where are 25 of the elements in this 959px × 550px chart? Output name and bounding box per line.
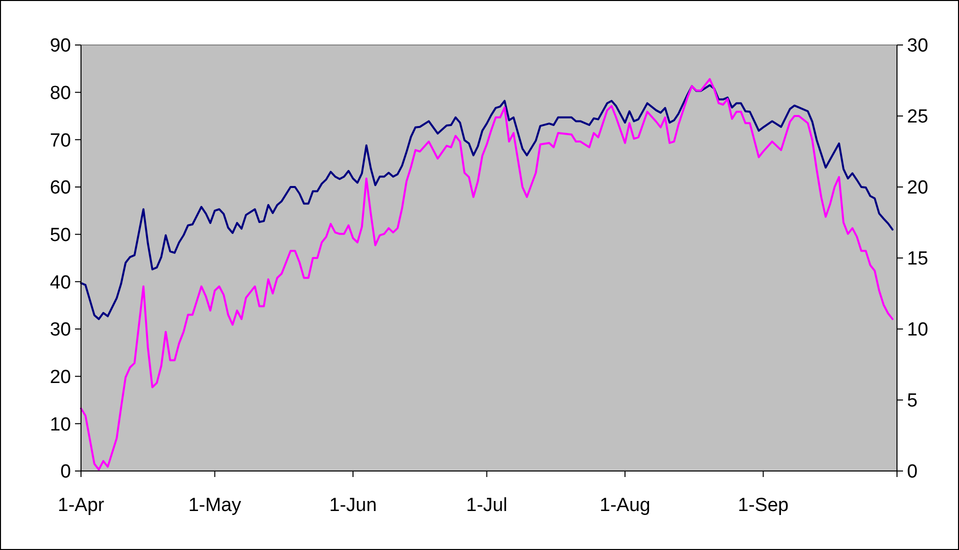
- x-tick-label: 1-May: [188, 495, 242, 516]
- line-series: [80, 84, 894, 320]
- y2-tick-label: 25: [907, 106, 928, 128]
- y-tick-label: 70: [50, 130, 71, 152]
- y-tick-label: 20: [50, 366, 71, 388]
- x-tick-label: 1-Apr: [58, 495, 105, 516]
- y2-tick-label: 15: [907, 248, 928, 270]
- y-tick-label: 10: [50, 414, 71, 436]
- y-tick-label: 0: [60, 462, 71, 483]
- y-tick-label: 80: [50, 82, 71, 104]
- x-tick-label: 1-Jun: [329, 495, 377, 516]
- x-tick-label: 1-Sep: [738, 495, 789, 516]
- y2-tick-label: 20: [907, 178, 928, 199]
- y2-tick-label: 5: [907, 390, 918, 412]
- y2-tick-label: 30: [907, 36, 928, 57]
- line-series: [80, 78, 894, 471]
- y-tick-label: 90: [50, 36, 71, 57]
- x-tick-label: 1-Jul: [466, 495, 508, 516]
- y2-tick-label: 0: [907, 462, 918, 483]
- y-tick-label: 50: [50, 224, 71, 246]
- x-tick-label: 1-Aug: [600, 495, 650, 516]
- y-tick-label: 60: [50, 178, 71, 199]
- y-tick-label: 40: [50, 272, 71, 294]
- y2-tick-label: 10: [907, 320, 928, 341]
- y-tick-label: 30: [50, 320, 71, 341]
